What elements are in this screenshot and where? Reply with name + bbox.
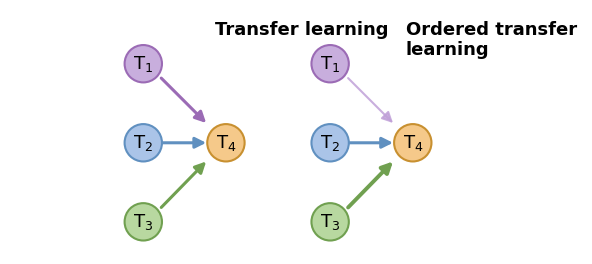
Circle shape [124,203,162,241]
Circle shape [207,124,244,162]
Circle shape [311,124,349,162]
Text: T$_4$: T$_4$ [403,133,423,153]
Text: T$_2$: T$_2$ [133,133,153,153]
Text: Ordered transfer
learning: Ordered transfer learning [406,21,577,59]
Text: T$_1$: T$_1$ [133,54,153,74]
Circle shape [124,124,162,162]
Circle shape [311,203,349,241]
Text: T$_3$: T$_3$ [320,212,340,232]
Text: T$_1$: T$_1$ [320,54,340,74]
Circle shape [311,45,349,82]
Circle shape [394,124,432,162]
Text: T$_2$: T$_2$ [320,133,340,153]
Text: Transfer learning: Transfer learning [215,21,389,39]
Text: T$_4$: T$_4$ [215,133,236,153]
Circle shape [124,45,162,82]
Text: T$_3$: T$_3$ [133,212,153,232]
